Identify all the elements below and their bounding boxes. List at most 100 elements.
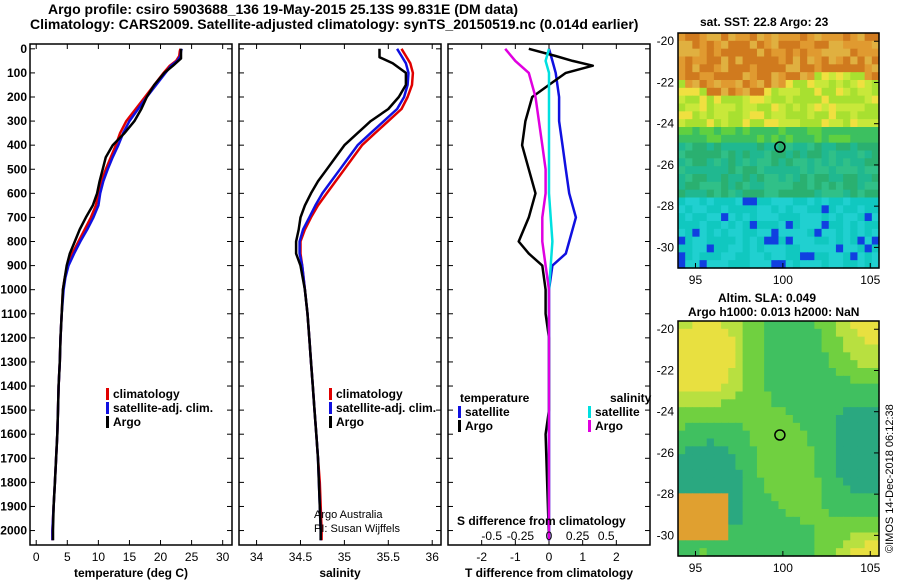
heatmap-cell [685, 375, 693, 385]
heatmap-cell [685, 119, 693, 128]
heatmap-cell [678, 548, 686, 557]
heatmap-cell [728, 446, 737, 455]
heatmap-cell [785, 516, 794, 526]
heatmap-cell [843, 477, 851, 487]
heatmap-cell [850, 205, 859, 214]
heatmap-cell [807, 462, 815, 471]
heatmap-cell [756, 438, 765, 447]
heatmap-cell [828, 391, 837, 400]
heatmap-cell [785, 328, 794, 338]
heatmap-cell [800, 516, 808, 526]
xaxis-label-salinity: salinity [319, 566, 361, 580]
heatmap-cell [699, 462, 708, 471]
heatmap-cell [807, 446, 815, 455]
heatmap-cell [764, 509, 772, 518]
heatmap-cell [821, 446, 830, 455]
heatmap-cell [785, 103, 794, 112]
heatmap-cell [828, 548, 837, 557]
heatmap-cell [785, 95, 794, 105]
heatmap-cell [692, 40, 701, 50]
legend-swatch [329, 402, 332, 414]
heatmap-cell [735, 260, 744, 269]
heatmap-cell [685, 80, 693, 89]
heatmap-cell [692, 119, 701, 128]
heatmap-cell [800, 205, 808, 214]
heatmap-cell [771, 252, 780, 261]
heatmap-cell [828, 142, 837, 152]
heatmap-cell [828, 80, 837, 89]
heatmap-cell [864, 189, 873, 199]
heatmap-cell [778, 127, 787, 136]
heatmap-cell [835, 119, 844, 128]
heatmap-cell [721, 344, 729, 353]
heatmap-cell [835, 260, 844, 269]
heatmap-cell [678, 438, 686, 447]
heatmap-cell [699, 375, 708, 385]
heatmap-cell [756, 493, 765, 502]
heatmap-cell [721, 328, 729, 338]
heatmap-cell [857, 48, 866, 58]
heatmap-cell [828, 407, 837, 416]
heatmap-cell [771, 236, 780, 246]
heatmap-cell [843, 454, 851, 463]
heatmap-cell [807, 119, 815, 128]
heatmap-cell [706, 462, 715, 471]
legend-label: Argo [113, 415, 141, 429]
heatmap-cell [871, 197, 880, 206]
heatmap-cell [756, 166, 765, 175]
heatmap-cell [778, 150, 787, 159]
heatmap-cell [850, 72, 859, 81]
heatmap-cell [871, 477, 880, 487]
heatmap-cell [821, 493, 830, 502]
heatmap-cell [800, 462, 808, 471]
heatmap-cell [749, 119, 758, 128]
heatmap-cell [678, 174, 686, 183]
heatmap-cell [835, 516, 844, 526]
heatmap-cell [835, 228, 844, 238]
heatmap-cell [821, 524, 830, 534]
heatmap-cell [792, 415, 801, 424]
heatmap-cell [713, 166, 722, 175]
heatmap-cell [814, 540, 823, 549]
heatmap-cell [821, 260, 830, 269]
heatmap-cell [728, 72, 737, 81]
heatmap-cell [864, 48, 873, 58]
heatmap-cell [685, 493, 693, 502]
heatmap-cell [735, 166, 744, 175]
heatmap-cell [835, 336, 844, 346]
heatmap-cell [706, 501, 715, 510]
heatmap-cell [871, 462, 880, 471]
xtick-label: 36 [426, 550, 440, 564]
heatmap-cell [814, 260, 823, 269]
heatmap-cell [706, 228, 715, 238]
heatmap-cell [721, 391, 729, 400]
heatmap-cell [857, 540, 866, 549]
heatmap-cell [843, 228, 851, 238]
heatmap-cell [678, 360, 686, 369]
map-ytick-label: -30 [657, 528, 675, 542]
heatmap-cell [721, 548, 729, 557]
heatmap-cell [678, 127, 686, 136]
series-line-satellite-adj-clim- [51, 48, 183, 541]
heatmap-cell [850, 446, 859, 455]
heatmap-cell [800, 328, 808, 338]
series-line-satellite-adj-clim- [298, 48, 410, 541]
heatmap-cell [792, 469, 801, 479]
heatmap-cell [814, 477, 823, 487]
heatmap-cell [835, 213, 844, 222]
legend-title-salinity: salinity [610, 391, 652, 405]
heatmap-cell [764, 142, 772, 152]
heatmap-cell [843, 87, 851, 97]
heatmap-cell [721, 174, 729, 183]
heatmap-cell [678, 252, 686, 261]
secondary-xtick-label: -0.5 [481, 529, 502, 543]
heatmap-cell [685, 360, 693, 369]
heatmap-cell [864, 80, 873, 89]
heatmap-cell [756, 119, 765, 128]
heatmap-cell [814, 391, 823, 400]
heatmap-cell [692, 532, 701, 541]
heatmap-cell [843, 213, 851, 222]
heatmap-cell [742, 383, 751, 393]
legend-swatch [106, 416, 109, 428]
heatmap-cell [771, 383, 780, 393]
